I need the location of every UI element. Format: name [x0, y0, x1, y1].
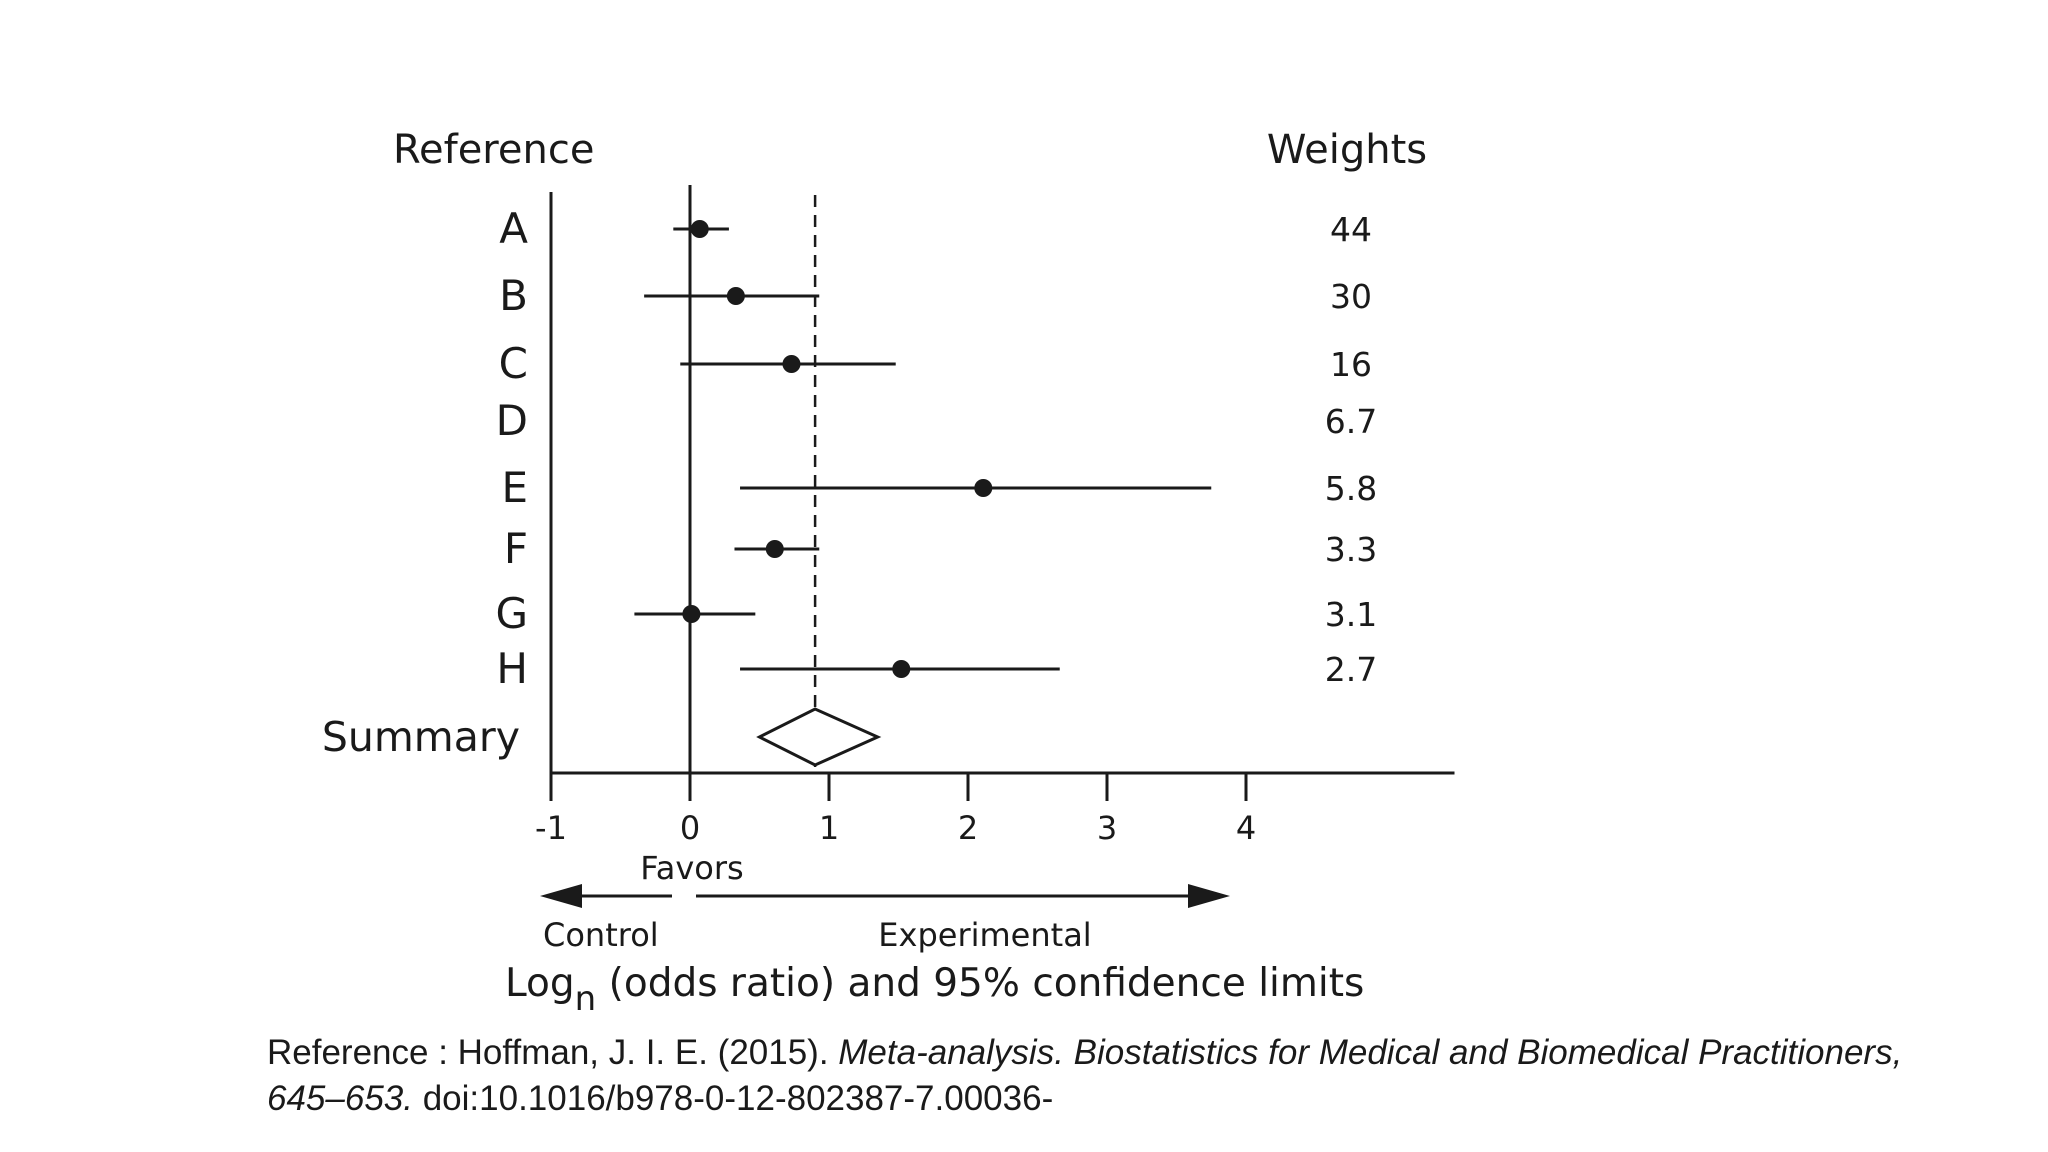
x-tick-label: -1	[535, 809, 567, 847]
citation-prefix: Reference : Hoffman, J. I. E. (2015).	[267, 1033, 839, 1072]
study-row: A 44	[499, 204, 1372, 253]
study-label: G	[495, 589, 528, 638]
study-row: G 3.1	[495, 589, 1377, 638]
study-row: H 2.7	[496, 644, 1377, 693]
study-label: E	[501, 463, 528, 512]
study-row: D 6.7	[496, 396, 1378, 445]
point-estimate	[682, 605, 701, 623]
reference-header: Reference	[393, 127, 594, 173]
study-weight: 2.7	[1325, 650, 1377, 689]
summary-diamond	[756, 707, 882, 767]
study-row: E 5.8	[501, 463, 1377, 512]
summary-row: Summary	[322, 707, 882, 767]
study-label: F	[504, 524, 528, 573]
study-weight: 5.8	[1325, 469, 1377, 508]
study-label: H	[496, 644, 528, 693]
x-tick-label: 3	[1097, 809, 1117, 847]
summary-label: Summary	[322, 713, 520, 761]
citation: Reference : Hoffman, J. I. E. (2015). Me…	[267, 1030, 1987, 1122]
x-tick-label: 1	[819, 809, 839, 847]
study-weight: 3.1	[1325, 595, 1377, 634]
experimental-label: Experimental	[878, 916, 1091, 954]
study-weight: 3.3	[1325, 530, 1377, 569]
x-axis-label-rest: (odds ratio) and 95% confidence limits	[596, 961, 1364, 1006]
citation-doi: doi:10.1016/b978-0-12-802387-7.00036-	[412, 1079, 1054, 1118]
favors-label: Favors	[640, 849, 743, 887]
point-estimate	[726, 287, 745, 305]
citation-title: Meta-analysis. Biostatistics for Medical…	[267, 1033, 1903, 1118]
study-row: C 16	[499, 339, 1372, 388]
control-label: Control	[543, 916, 659, 954]
study-label: B	[499, 271, 528, 320]
study-row: B 30	[499, 271, 1372, 320]
x-axis-ticks: -1 0 1 2 3 4	[535, 773, 1256, 847]
x-axis-label: Logn (odds ratio) and 95% confidence lim…	[505, 961, 1364, 1019]
study-weight: 44	[1330, 210, 1372, 249]
point-estimate	[782, 355, 801, 373]
study-weight: 30	[1330, 277, 1372, 316]
x-tick-label: 0	[680, 809, 700, 847]
x-tick-label: 2	[958, 809, 978, 847]
x-tick-label: 4	[1236, 809, 1256, 847]
favors-control-arrow	[540, 884, 672, 908]
study-rows: A 44 B 30 C 16 D 6.7 E 5.8 F 3.3 G 3.1 H 2.7	[495, 204, 1377, 693]
point-estimate	[690, 220, 709, 238]
x-axis-label-subscript: n	[575, 979, 597, 1019]
study-row: F 3.3	[504, 524, 1377, 573]
study-label: A	[499, 204, 528, 253]
point-estimate	[892, 660, 911, 678]
point-estimate	[974, 479, 993, 497]
study-weight: 6.7	[1325, 402, 1377, 441]
study-label: D	[496, 396, 528, 445]
study-label: C	[499, 339, 528, 388]
x-axis-label-log: Log	[505, 961, 575, 1006]
favors-experimental-arrow	[696, 884, 1230, 908]
weights-header: Weights	[1267, 127, 1427, 173]
plot-axes	[549, 185, 1455, 775]
point-estimate	[765, 540, 784, 558]
study-weight: 16	[1330, 345, 1372, 384]
